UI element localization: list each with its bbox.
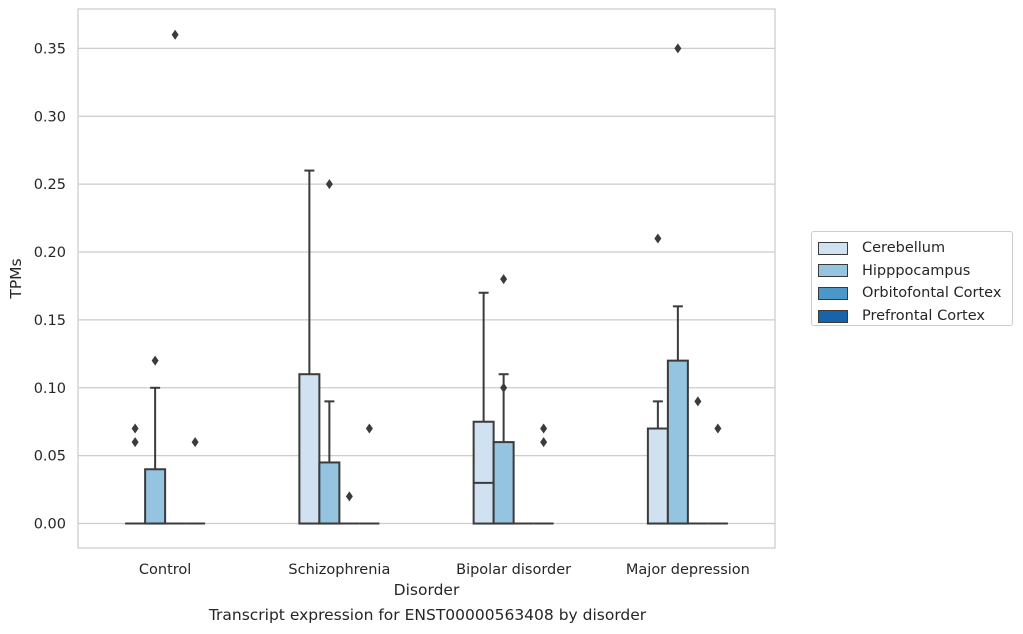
x-tick-label: Schizophrenia <box>288 562 390 578</box>
outlier-point <box>191 437 199 448</box>
box-cerebellum <box>472 291 495 525</box>
box-hipppocampus <box>666 43 689 525</box>
outlier-point <box>171 29 179 40</box>
y-tick-label: 0.25 <box>34 177 66 193</box>
y-tick-label: 0.20 <box>34 245 66 261</box>
legend-label: Cerebellum <box>862 240 946 257</box>
box-orbitofontal-cortex <box>165 29 186 525</box>
box-body <box>318 461 341 525</box>
box-prefrontal-cortex <box>359 423 380 525</box>
box-cerebellum <box>298 169 321 525</box>
outlier-point <box>345 491 353 502</box>
y-axis-label: TPMs <box>7 258 25 299</box>
x-axis-label: Disorder <box>394 581 460 599</box>
legend-label: Hipppocampus <box>862 262 971 279</box>
box-body <box>144 468 167 525</box>
x-tick-label: Major depression <box>626 562 750 578</box>
outlier-point <box>500 274 508 285</box>
box-body <box>472 420 495 525</box>
legend-label: Prefrontal Cortex <box>862 308 985 325</box>
outlier-point <box>151 355 159 366</box>
x-tick-labels: Control Schizophrenia Bipolar disorder Majo… <box>139 562 750 578</box>
box-body <box>666 359 689 525</box>
box-body <box>646 427 669 525</box>
box-body <box>298 373 321 525</box>
outlier-point <box>714 423 722 434</box>
legend-swatch <box>818 241 848 255</box>
box-prefrontal-cortex <box>185 437 206 525</box>
outlier-point <box>540 437 548 448</box>
box-cerebellum <box>125 423 146 525</box>
y-tick-label: 0.10 <box>34 381 66 397</box>
box-hipppocampus <box>144 355 167 525</box>
box-cerebellum <box>646 233 669 525</box>
outlier-point <box>365 423 373 434</box>
box-prefrontal-cortex <box>707 423 728 525</box>
legend-swatch <box>818 264 848 278</box>
y-tick-labels: 0.00 0.05 0.10 0.15 0.20 0.25 0.30 0.35 <box>34 41 66 532</box>
legend-item: Cerebellum <box>818 237 1012 260</box>
legend-swatch <box>818 309 848 323</box>
y-tick-label: 0.35 <box>34 41 66 57</box>
box-prefrontal-cortex <box>533 423 554 525</box>
outlier-point <box>694 396 702 407</box>
box-hipppocampus <box>492 274 515 525</box>
legend: Cerebellum Hipppocampus Orbitofontal Corte… <box>811 231 1013 326</box>
box-orbitofontal-cortex <box>339 491 360 525</box>
y-tick-label: 0.00 <box>34 517 66 533</box>
box-hipppocampus <box>318 179 341 525</box>
x-tick-label: Bipolar disorder <box>456 562 571 578</box>
legend-item: Hipppocampus <box>818 260 1012 283</box>
outlier-point <box>131 437 139 448</box>
legend-item: Orbitofontal Cortex <box>818 282 1012 305</box>
legend-label: Orbitofontal Cortex <box>862 285 1002 302</box>
box-orbitofontal-cortex <box>687 396 708 525</box>
box-body <box>492 441 515 525</box>
figure-caption: Transcript expression for ENST0000056340… <box>208 606 647 624</box>
y-tick-label: 0.30 <box>34 109 66 125</box>
plot-frame <box>77 8 776 549</box>
legend-swatch <box>818 286 848 300</box>
outlier-point <box>500 382 508 393</box>
gridlines <box>78 47 775 525</box>
outlier-point <box>540 423 548 434</box>
outlier-point <box>674 43 682 54</box>
outlier-point <box>654 233 662 244</box>
y-tick-label: 0.05 <box>34 449 66 465</box>
x-tick-label: Control <box>139 562 191 578</box>
outlier-point <box>325 179 333 190</box>
legend-item: Prefrontal Cortex <box>818 305 1012 328</box>
outlier-point <box>131 423 139 434</box>
y-tick-label: 0.15 <box>34 313 66 329</box>
boxes <box>125 29 728 525</box>
